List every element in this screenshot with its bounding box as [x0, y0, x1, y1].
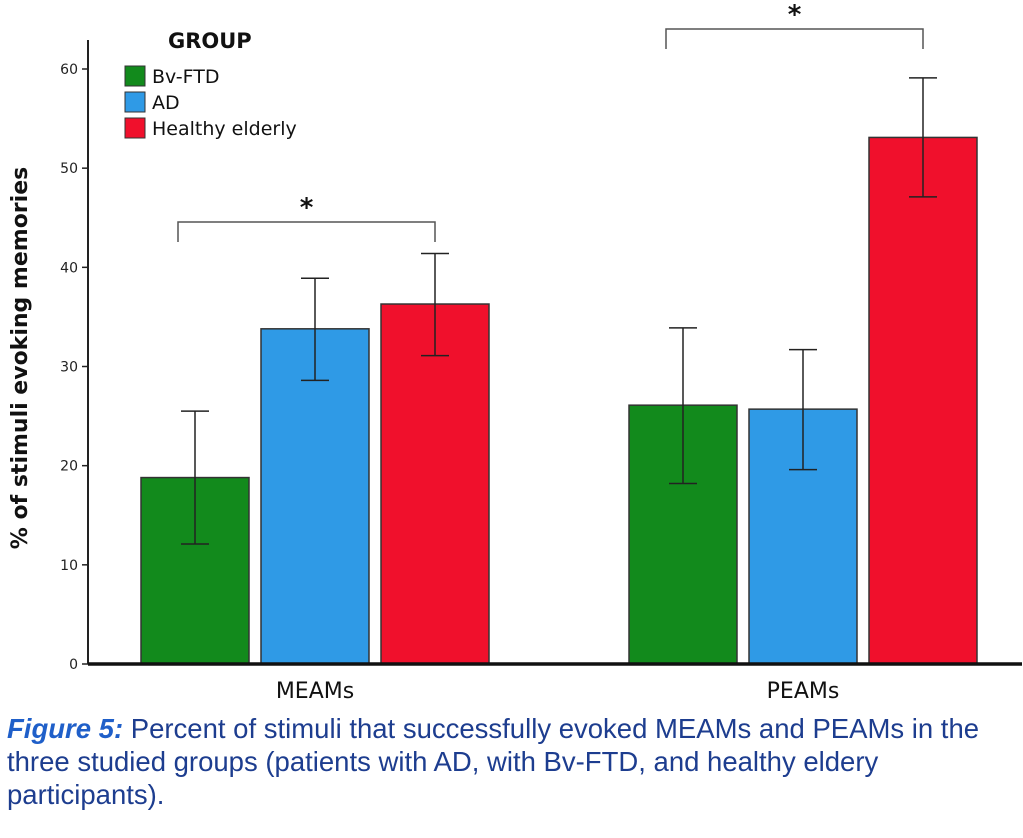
significance-star: *	[788, 0, 802, 30]
x-category-label: PEAMs	[767, 679, 840, 704]
y-tick-label: 20	[60, 459, 78, 475]
legend-label-healthy-elderly: Healthy elderly	[152, 118, 297, 140]
y-tick-label: 60	[60, 62, 78, 78]
legend-label-bv-ftd: Bv-FTD	[152, 66, 219, 88]
x-category-label: MEAMs	[276, 679, 354, 704]
y-tick-label: 50	[60, 161, 78, 177]
figure-caption: Figure 5: Percent of stimuli that succes…	[7, 712, 1012, 811]
y-tick-label: 30	[60, 360, 78, 376]
caption-text: Percent of stimuli that successfully evo…	[7, 713, 980, 810]
significance-bracket	[665, 28, 924, 49]
legend-swatch-healthy-elderly	[124, 117, 146, 139]
legend-title: GROUP	[168, 29, 252, 53]
legend-swatch-bv-ftd	[124, 65, 146, 87]
legend-swatch-ad	[124, 91, 146, 113]
bar-chart: 0 10 20 30 40 50 60 % of stimuli evoking memori…	[8, 0, 1022, 704]
bar-ad-meams	[260, 328, 370, 665]
y-axis-label: % of stimuli evoking memories	[8, 167, 33, 549]
bar-healthy-elderly-peams	[868, 136, 978, 665]
y-tick-label: 10	[60, 558, 78, 574]
significance-star: *	[300, 193, 314, 223]
significance-bracket	[177, 221, 436, 242]
y-tick-label: 0	[69, 657, 78, 673]
bar-healthy-elderly-meams	[380, 303, 490, 665]
y-tick-label: 40	[60, 260, 78, 276]
legend-label-ad: AD	[152, 92, 180, 114]
bar-ad-peams	[748, 408, 858, 665]
caption-label: Figure 5:	[7, 713, 124, 744]
